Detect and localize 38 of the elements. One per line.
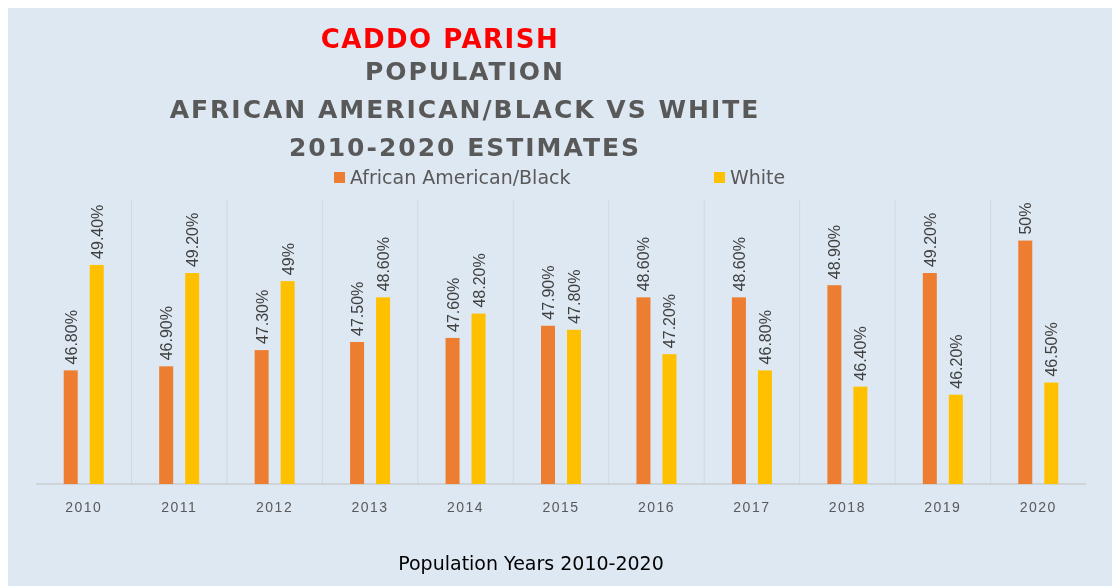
x-tick-label: 2020	[1019, 499, 1057, 515]
x-tick-label: 2010	[65, 499, 103, 515]
data-label: 49.20%	[184, 212, 202, 268]
data-label: 48.20%	[470, 253, 488, 308]
x-tick-label: 2015	[542, 499, 580, 515]
legend-label: African American/Black	[350, 166, 571, 188]
data-label: 47.80%	[566, 269, 583, 324]
x-tick-label: 2019	[924, 499, 962, 515]
data-label: 46.80%	[62, 310, 80, 365]
data-label: 48.60%	[375, 237, 393, 292]
data-label: 46.20%	[947, 334, 965, 389]
data-label: 49.40%	[88, 204, 106, 259]
data-label: 47.90%	[540, 265, 557, 320]
data-label: 47.50%	[349, 281, 367, 336]
data-label: 47.60%	[444, 277, 462, 332]
x-tick-label: 2014	[446, 499, 485, 515]
x-axis-title: Population Years 2010-2020	[398, 552, 664, 574]
data-label: 49%	[279, 243, 297, 276]
data-label: 48.60%	[635, 237, 653, 292]
legend-label: White	[730, 166, 786, 188]
data-label: 48.90%	[826, 224, 844, 280]
data-label: 48.60%	[730, 237, 748, 292]
chart-subtitle: POPULATION AFRICAN AMERICAN/BLACK VS WHITE 2010-2020 ESTIMATES	[169, 57, 761, 162]
x-tick-label: 2017	[733, 499, 771, 515]
data-label: 46.90%	[158, 306, 176, 361]
x-tick-label: 2018	[828, 499, 866, 515]
chart-title: CADDO PARISH	[320, 24, 560, 54]
data-label: 47.20%	[661, 293, 679, 349]
x-tick-label: 2013	[351, 499, 389, 515]
data-label: 46.40%	[852, 326, 870, 381]
x-tick-label: 2011	[161, 499, 198, 515]
data-label: 50%	[1017, 202, 1035, 235]
data-label: 46.50%	[1043, 322, 1061, 377]
x-tick-label: 2012	[256, 499, 294, 515]
data-label: 49.20%	[921, 212, 939, 268]
data-label: 46.80%	[756, 310, 774, 365]
data-label: 47.30%	[253, 289, 271, 345]
x-tick-label: 2016	[637, 499, 676, 515]
